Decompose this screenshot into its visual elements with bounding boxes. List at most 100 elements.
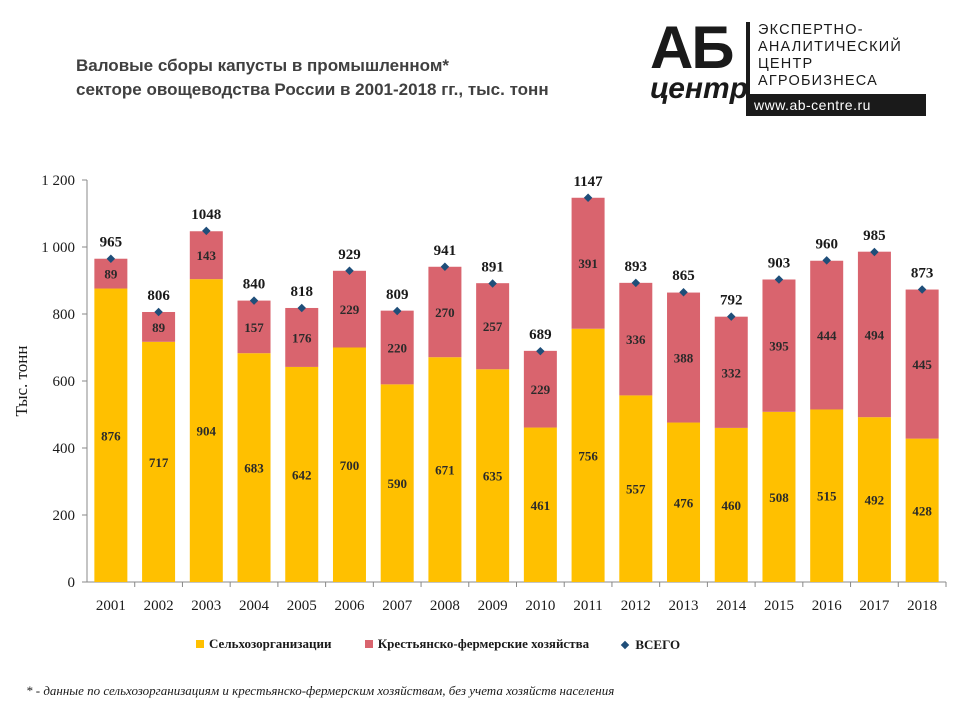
x-tick-label: 2018	[907, 598, 937, 614]
logo-text: ЭКСПЕРТНО- АНАЛИТИЧЕСКИЙ ЦЕНТР АГРОБИЗНЕ…	[758, 22, 902, 90]
bar-series1	[619, 395, 653, 582]
data-label-series1: 460	[722, 498, 742, 513]
data-label-series2: 270	[435, 305, 455, 320]
data-label-total: 893	[625, 259, 648, 275]
bar-series2	[189, 231, 223, 280]
bar-series1	[905, 438, 939, 582]
legend-item-series1: Сельхозорганизации	[196, 636, 331, 652]
data-label-series2: 257	[483, 319, 503, 334]
y-tick-label: 400	[53, 441, 76, 457]
x-tick-label: 2001	[96, 598, 126, 614]
data-label-series2: 157	[244, 320, 264, 335]
data-label-total: 929	[338, 247, 361, 263]
bar-series2	[523, 350, 557, 428]
data-label-series1: 671	[435, 463, 455, 478]
data-label-total: 792	[720, 293, 743, 309]
data-label-total: 806	[147, 288, 170, 304]
legend-label-total: ВСЕГО	[635, 637, 681, 652]
data-label-series2: 229	[340, 302, 360, 317]
data-label-total: 873	[911, 266, 934, 282]
data-label-total: 903	[768, 255, 791, 271]
bar-series1	[94, 288, 128, 582]
x-tick-label: 2011	[573, 598, 602, 614]
chart-legend: Сельхозорганизации Крестьянско-фермерски…	[196, 636, 710, 653]
bar-series2	[905, 289, 939, 439]
bar-series2	[619, 282, 653, 396]
x-tick-label: 2004	[239, 598, 270, 614]
y-axis-title: Тыс. тонн	[12, 346, 31, 417]
legend-swatch-series1	[196, 640, 204, 648]
bar-series1	[714, 427, 748, 582]
bar-series1	[428, 357, 462, 582]
data-label-series2: 391	[578, 256, 598, 271]
x-tick-label: 2012	[621, 598, 651, 614]
footnote: * - данные по сельхозорганизациям и крес…	[26, 683, 615, 698]
y-tick-label: 200	[53, 508, 76, 524]
legend-diamond-icon	[621, 640, 630, 650]
total-marker	[774, 275, 784, 284]
data-label-series2: 229	[531, 382, 551, 397]
data-label-total: 985	[863, 228, 886, 244]
x-tick-label: 2006	[334, 598, 365, 614]
data-label-series2: 143	[197, 248, 217, 263]
bar-series2	[571, 197, 605, 329]
legend-swatch-series2	[364, 640, 373, 648]
bar-series1	[332, 347, 366, 582]
total-marker	[536, 346, 545, 356]
data-label-series2: 494	[865, 327, 885, 342]
legend-item-total: ВСЕГО	[621, 637, 681, 653]
data-label-series1: 461	[531, 498, 551, 513]
bar-series1	[571, 328, 605, 582]
total-marker	[345, 266, 354, 276]
data-label-series1: 515	[817, 489, 837, 504]
x-tick-label: 2016	[812, 598, 843, 614]
total-marker	[727, 312, 736, 321]
data-label-series2: 176	[292, 330, 312, 345]
data-label-series1: 476	[674, 495, 694, 510]
data-label-total: 1048	[191, 207, 221, 223]
legend-label-series1: Сельхозорганизации	[209, 636, 332, 651]
total-marker	[488, 279, 497, 288]
data-label-series1: 683	[244, 461, 264, 476]
y-tick-label: 0	[68, 575, 76, 591]
bar-series1	[762, 411, 796, 582]
data-label-series2: 336	[626, 332, 646, 347]
total-marker	[917, 285, 927, 294]
total-marker	[297, 303, 306, 313]
data-label-series1: 756	[578, 448, 598, 463]
bar-series2	[810, 260, 844, 410]
bar-series2	[142, 311, 176, 342]
logo-line-3: ЦЕНТР	[758, 56, 814, 72]
x-tick-label: 2017	[859, 598, 890, 614]
data-label-series2: 89	[104, 267, 118, 282]
bar-series2	[667, 292, 701, 423]
y-tick-label: 1 200	[41, 173, 75, 189]
x-tick-label: 2014	[716, 598, 747, 614]
bar-series1	[189, 279, 223, 582]
data-label-total: 809	[386, 287, 409, 303]
data-label-total: 891	[481, 260, 504, 276]
total-marker	[154, 307, 163, 317]
x-tick-label: 2003	[191, 598, 221, 614]
bar-series2	[476, 283, 510, 370]
data-label-series2: 444	[817, 328, 837, 343]
x-tick-label: 2013	[669, 598, 699, 614]
logo-mark: АБ центр	[644, 18, 748, 112]
data-label-series2: 220	[387, 341, 407, 356]
bar-series1	[142, 341, 176, 582]
total-marker	[440, 262, 450, 272]
legend-item-series2: Крестьянско-фермерские хозяйства	[364, 636, 589, 652]
data-label-total: 840	[243, 277, 266, 293]
data-label-series2: 388	[674, 351, 694, 366]
x-tick-label: 2005	[287, 598, 317, 614]
x-tick-label: 2008	[430, 598, 460, 614]
data-label-series1: 717	[149, 455, 169, 470]
ab-centre-logo: АБ центр ЭКСПЕРТНО- АНАЛИТИЧЕСКИЙ ЦЕНТР …	[640, 18, 940, 120]
logo-url[interactable]: www.ab-centre.ru	[746, 94, 926, 116]
logo-line-1: ЭКСПЕРТНО-	[758, 22, 864, 38]
data-label-series1: 590	[387, 476, 407, 491]
bar-series2	[285, 307, 319, 367]
bar-series1	[476, 369, 510, 582]
x-tick-label: 2009	[478, 598, 508, 614]
